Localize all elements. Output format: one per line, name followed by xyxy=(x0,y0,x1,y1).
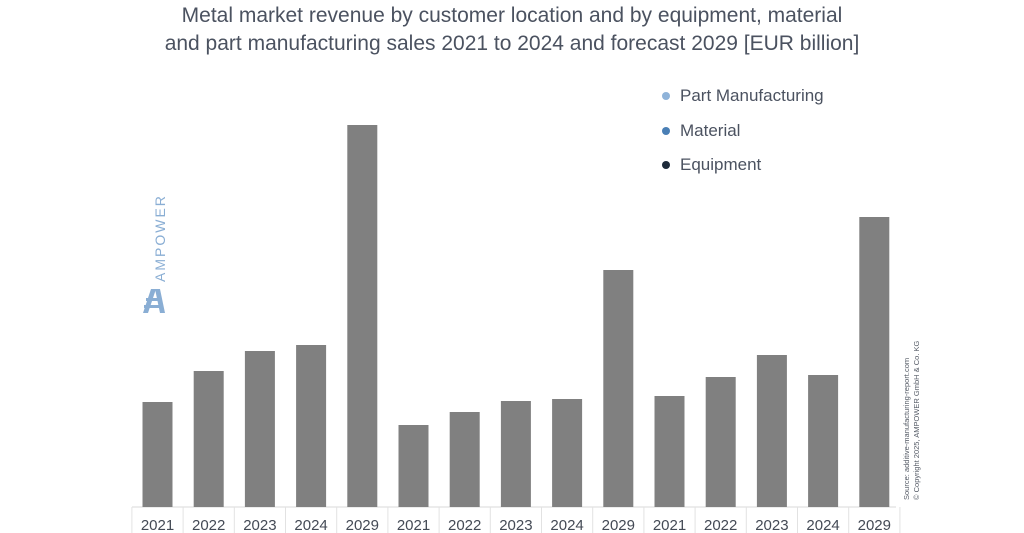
bar-3 xyxy=(296,345,327,507)
chart-title: Metal market revenue by customer locatio… xyxy=(0,2,1024,58)
x-tick-label: 2029 xyxy=(858,517,891,533)
copyright-line: © Copyright 2025, AMPOWER GmbH & Co. KG xyxy=(912,340,921,500)
legend-swatch xyxy=(662,92,670,101)
bar-13 xyxy=(808,375,839,507)
legend-swatch xyxy=(662,161,670,170)
x-tick-label: 2024 xyxy=(806,517,839,533)
bar-9 xyxy=(603,270,634,507)
bar-1 xyxy=(193,371,224,507)
source-line: Source: additive-manufacturing-report.co… xyxy=(902,357,911,500)
legend-label: Part Manufacturing xyxy=(680,86,824,106)
ampower-logo-icon xyxy=(143,289,165,313)
bar-0 xyxy=(142,402,173,507)
bar-6 xyxy=(449,412,480,507)
legend-item-part-manufacturing: Part Manufacturing xyxy=(662,79,824,114)
x-tick-label: 2022 xyxy=(192,517,225,533)
legend-item-material: Material xyxy=(662,114,824,149)
chart-title-line-2: and part manufacturing sales 2021 to 202… xyxy=(164,32,860,55)
bar-5 xyxy=(398,425,429,507)
x-tick-label: 2022 xyxy=(448,517,481,533)
x-tick-label: 2024 xyxy=(294,517,327,533)
bar-10 xyxy=(654,396,685,507)
bar-14 xyxy=(859,217,890,507)
x-tick-label: 2022 xyxy=(704,517,737,533)
bar-7 xyxy=(500,401,531,507)
legend-label: Equipment xyxy=(680,155,762,175)
bar-8 xyxy=(552,399,583,507)
x-tick-label: 2021 xyxy=(141,517,174,533)
legend-label: Material xyxy=(680,120,741,140)
source-note: Source: additive-manufacturing-report.co… xyxy=(902,341,922,500)
chart-legend: Part Manufacturing Material Equipment xyxy=(662,79,824,183)
x-tick-label: 2029 xyxy=(602,517,635,533)
x-tick-label: 2024 xyxy=(550,517,583,533)
legend-swatch xyxy=(662,126,670,135)
x-tick-label: 2023 xyxy=(243,517,276,533)
bar-11 xyxy=(705,377,736,507)
bar-4 xyxy=(347,125,378,507)
chart-title-line-1: Metal market revenue by customer locatio… xyxy=(181,4,843,27)
legend-item-equipment: Equipment xyxy=(662,148,824,183)
x-tick-label: 2021 xyxy=(397,517,430,533)
x-tick-label: 2029 xyxy=(346,517,379,533)
x-tick-label: 2021 xyxy=(653,517,686,533)
ampower-logo xyxy=(133,190,173,320)
x-tick-label: 2023 xyxy=(755,517,788,533)
bar-12 xyxy=(756,355,787,507)
x-tick-label: 2023 xyxy=(499,517,532,533)
bar-2 xyxy=(244,351,275,507)
